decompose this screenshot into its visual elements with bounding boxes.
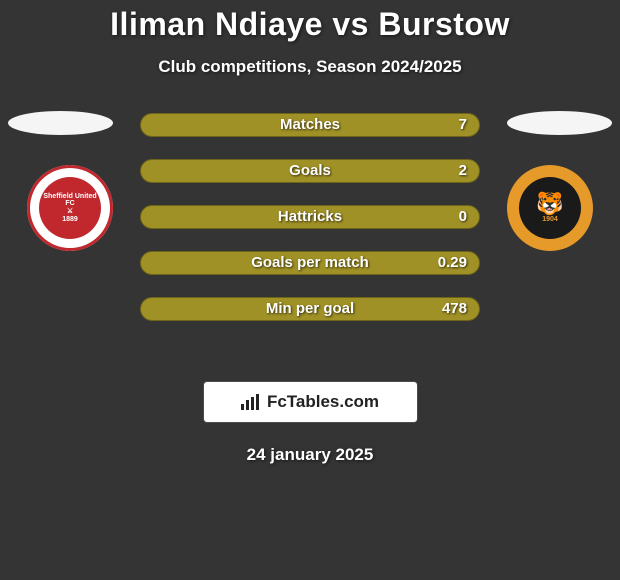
brand-text: FcTables.com [267, 392, 379, 412]
stat-value: 478 [442, 300, 467, 317]
stat-value: 2 [459, 162, 467, 179]
footer-date: 24 january 2025 [0, 445, 620, 465]
crest-inner-right: 🐯 1904 [519, 177, 581, 239]
swords-icon: ⚔ [67, 208, 73, 216]
stat-bar: Min per goal 478 [140, 297, 480, 321]
stat-label: Hattricks [141, 208, 479, 225]
ellipse-left [8, 111, 113, 135]
content-area: Sheffield United FC ⚔ 1889 🐯 1904 Matche… [0, 105, 620, 365]
stat-bar: Goals per match 0.29 [140, 251, 480, 275]
ellipse-right [507, 111, 612, 135]
crest-left-name: Sheffield United FC [39, 193, 101, 208]
stat-bars: Matches 7 Goals 2 Hattricks 0 Goals per … [140, 113, 480, 343]
team-crest-right: 🐯 1904 [500, 165, 600, 251]
stat-bar: Matches 7 [140, 113, 480, 137]
tiger-icon: 🐯 [536, 192, 563, 216]
comparison-card: Iliman Ndiaye vs Burstow Club competitio… [0, 0, 620, 465]
stat-value: 7 [459, 116, 467, 133]
stat-value: 0 [459, 208, 467, 225]
stat-label: Goals [141, 162, 479, 179]
stat-value: 0.29 [438, 254, 467, 271]
stat-bar: Goals 2 [140, 159, 480, 183]
stat-bar: Hattricks 0 [140, 205, 480, 229]
crest-left-year: 1889 [62, 216, 78, 224]
crest-ring-left: Sheffield United FC ⚔ 1889 [27, 165, 113, 251]
crest-inner-left: Sheffield United FC ⚔ 1889 [39, 177, 101, 239]
team-crest-left: Sheffield United FC ⚔ 1889 [20, 165, 120, 251]
crest-ring-right: 🐯 1904 [507, 165, 593, 251]
stat-label: Goals per match [141, 254, 479, 271]
stat-label: Min per goal [141, 300, 479, 317]
brand-badge[interactable]: FcTables.com [203, 381, 418, 423]
crest-right-year: 1904 [542, 216, 558, 224]
page-title: Iliman Ndiaye vs Burstow [0, 6, 620, 43]
page-subtitle: Club competitions, Season 2024/2025 [0, 57, 620, 77]
stat-label: Matches [141, 116, 479, 133]
chart-icon [241, 394, 261, 410]
